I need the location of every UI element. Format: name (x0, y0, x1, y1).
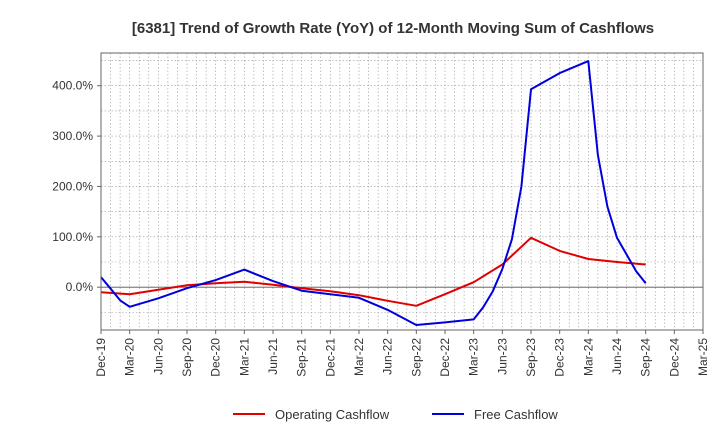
y-tick-label: 200.0% (52, 179, 93, 193)
x-tick-label: Dec-24 (667, 338, 681, 377)
x-tick-label: Dec-19 (94, 338, 108, 377)
x-tick-label: Mar-20 (123, 338, 137, 376)
legend-label-operating-cashflow: Operating Cashflow (275, 407, 390, 422)
x-tick-label: Mar-25 (696, 338, 710, 376)
x-tick-label: Sep-22 (409, 338, 423, 377)
x-tick-label: Dec-20 (209, 338, 223, 377)
y-tick-label: 300.0% (52, 129, 93, 143)
x-axis-ticks: Dec-19 Mar-20 Jun-20 Sep-20 Dec-20 Mar-21 Jun-… (94, 330, 710, 377)
plot-area (101, 53, 703, 330)
legend: Operating Cashflow Free Cashflow (233, 407, 558, 422)
x-tick-label: Jun-22 (381, 338, 395, 375)
y-tick-label: 0.0% (66, 280, 94, 294)
x-tick-label: Jun-21 (266, 338, 280, 375)
x-tick-label: Jun-20 (151, 338, 165, 375)
x-tick-label: Mar-22 (352, 338, 366, 376)
x-tick-label: Sep-23 (524, 338, 538, 377)
x-tick-label: Sep-21 (295, 338, 309, 377)
x-tick-label: Mar-23 (467, 338, 481, 376)
grid (100, 53, 704, 330)
x-tick-label: Mar-21 (237, 338, 251, 376)
y-tick-label: 100.0% (52, 230, 93, 244)
legend-label-free-cashflow: Free Cashflow (474, 407, 558, 422)
plot-border (100, 52, 704, 331)
x-tick-label: Dec-21 (323, 338, 337, 377)
x-tick-label: Dec-23 (553, 338, 567, 377)
x-tick-label: Jun-23 (495, 338, 509, 375)
y-tick-label: 400.0% (52, 79, 93, 93)
x-tick-label: Sep-24 (639, 338, 653, 377)
series-line-operating-cashflow (100, 236, 646, 307)
x-tick-label: Sep-20 (180, 338, 194, 377)
series-line-free-cashflow (100, 60, 647, 326)
series-layer (100, 60, 647, 326)
y-axis-ticks: 0.0% 100.0% 200.0% 300.0% 400.0% (52, 79, 101, 294)
x-tick-label: Jun-24 (610, 338, 624, 375)
x-tick-label: Dec-22 (438, 338, 452, 377)
x-tick-label: Mar-24 (581, 338, 595, 376)
chart-title: [6381] Trend of Growth Rate (YoY) of 12-… (132, 20, 654, 37)
